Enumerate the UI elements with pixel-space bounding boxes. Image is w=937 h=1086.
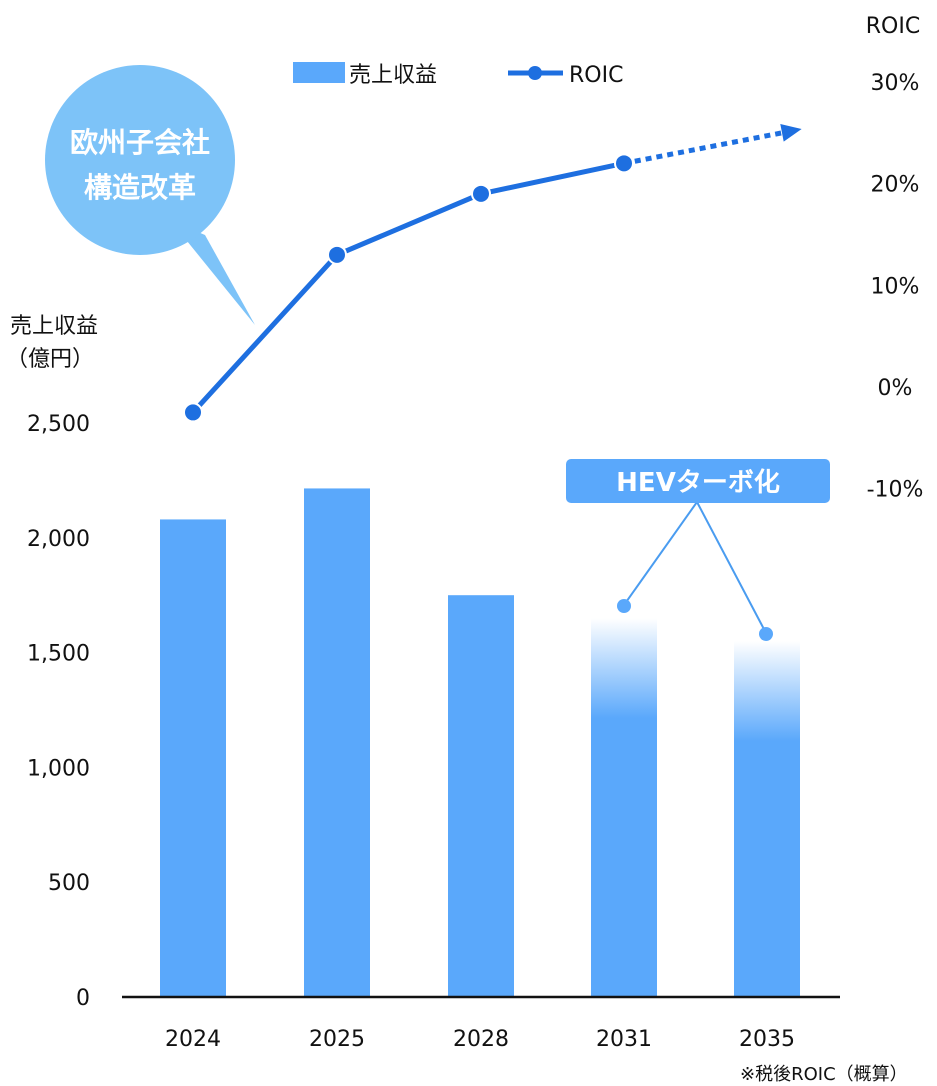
bar-2024 bbox=[160, 519, 226, 997]
bubble-line2: 構造改革 bbox=[84, 171, 196, 204]
bar-fade-2031 bbox=[591, 618, 657, 719]
bar-2031 bbox=[591, 717, 657, 997]
roic-point bbox=[183, 402, 203, 423]
legend-bar-label: 売上収益 bbox=[349, 63, 437, 88]
roic-projection-arrow bbox=[780, 123, 802, 142]
right-tick-label: -10% bbox=[867, 478, 924, 503]
callout: HEVターボ化 bbox=[566, 459, 830, 641]
right-tick-label: 30% bbox=[871, 71, 920, 96]
legend-line-label: ROIC bbox=[569, 63, 623, 88]
left-tick-label: 2,000 bbox=[27, 527, 90, 552]
bubble-line1: 欧州子会社 bbox=[70, 126, 210, 159]
x-tick-label: 2035 bbox=[739, 1027, 795, 1052]
left-tick-label: 500 bbox=[48, 871, 90, 896]
bubble-circle bbox=[45, 65, 235, 255]
roic-projection-line bbox=[623, 130, 783, 166]
right-axis-ticks: -10% 0% 10% 20% 30% bbox=[867, 71, 924, 503]
left-tick-label: 2,500 bbox=[27, 412, 90, 437]
bubble-tail bbox=[170, 220, 255, 325]
annotation-bubble: 欧州子会社 構造改革 bbox=[45, 65, 255, 325]
callout-leader-left bbox=[623, 501, 698, 606]
bar-2028 bbox=[448, 595, 514, 997]
roic-line bbox=[191, 160, 625, 415]
callout-dot-2035 bbox=[759, 627, 773, 641]
footnote: ※税後ROIC（概算） bbox=[740, 1064, 908, 1085]
bar-2025 bbox=[304, 488, 370, 997]
left-axis-ticks: 0 500 1,000 1,500 2,000 2,500 bbox=[27, 412, 90, 1011]
bars bbox=[160, 488, 800, 997]
callout-box bbox=[566, 459, 830, 503]
left-tick-label: 1,500 bbox=[27, 642, 90, 667]
left-axis-title-line2: （億円） bbox=[6, 347, 94, 372]
x-tick-label: 2025 bbox=[309, 1027, 365, 1052]
right-tick-label: 20% bbox=[871, 173, 920, 198]
callout-label: HEVターボ化 bbox=[616, 468, 780, 498]
x-tick-label: 2028 bbox=[453, 1027, 509, 1052]
x-tick-label: 2031 bbox=[596, 1027, 652, 1052]
callout-dot-2031 bbox=[617, 599, 631, 613]
roic-point bbox=[471, 183, 491, 204]
roic-line-series bbox=[183, 123, 802, 423]
left-tick-label: 1,000 bbox=[27, 756, 90, 781]
legend-bar-swatch bbox=[293, 62, 345, 83]
bar-fade-2035 bbox=[734, 641, 800, 742]
bar-2035 bbox=[734, 740, 800, 997]
right-tick-label: 10% bbox=[871, 274, 920, 299]
x-tick-label: 2024 bbox=[165, 1027, 221, 1052]
roic-point bbox=[614, 153, 634, 174]
x-axis-ticks: 2024 2025 2028 2031 2035 bbox=[165, 1027, 795, 1052]
right-tick-label: 0% bbox=[878, 376, 913, 401]
callout-leader-right bbox=[696, 501, 767, 634]
left-axis-title-line1: 売上収益 bbox=[10, 314, 98, 339]
legend: 売上収益 ROIC bbox=[293, 62, 623, 88]
legend-line-marker bbox=[528, 66, 542, 80]
left-tick-label: 0 bbox=[76, 986, 90, 1011]
right-axis-title: ROIC bbox=[866, 14, 920, 39]
roic-point bbox=[327, 244, 347, 265]
